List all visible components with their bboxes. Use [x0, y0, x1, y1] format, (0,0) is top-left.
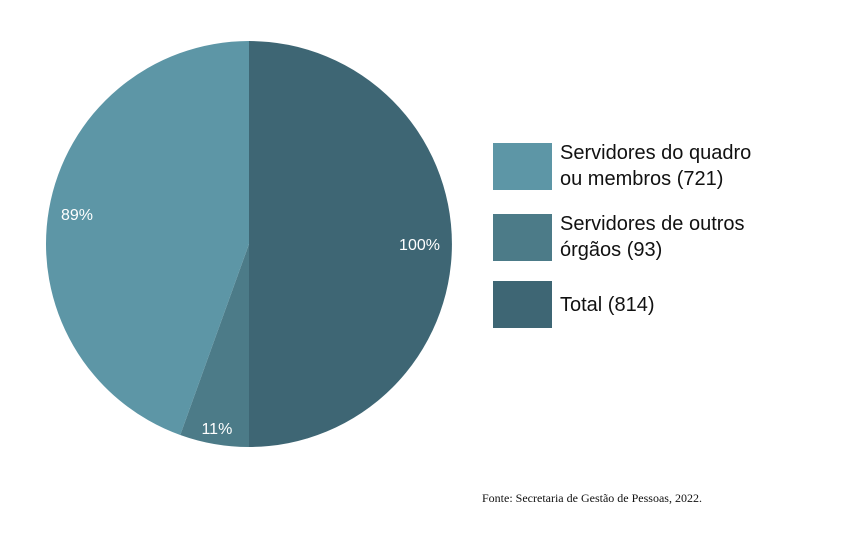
- legend-label-quadro: Servidores do quadro ou membros (721): [560, 142, 752, 190]
- legend-item-total: Total (814): [493, 281, 770, 328]
- chart-source: Fonte: Secretaria de Gestão de Pessoas, …: [482, 491, 702, 505]
- legend-label-outros: Servidores de outros órgãos (93): [560, 213, 745, 261]
- legend-swatch-quadro: [493, 142, 552, 190]
- legend-swatch-outros: [493, 213, 552, 261]
- legend-label-total: Total (814): [560, 293, 655, 316]
- legend-item-quadro: Servidores do quadro ou membros (721): [493, 140, 770, 192]
- pie-slice-outros: [180, 244, 249, 447]
- pie-label-total: 100%: [399, 237, 440, 254]
- pie-label-quadro: 89%: [61, 207, 93, 224]
- pie-label-outros: 11%: [201, 421, 232, 438]
- legend-item-outros: Servidores de outros órgãos (93): [493, 211, 770, 263]
- pie-slice-total: [249, 41, 452, 447]
- pie-slice-quadro: [45, 41, 249, 435]
- legend-swatch-total: [493, 281, 552, 328]
